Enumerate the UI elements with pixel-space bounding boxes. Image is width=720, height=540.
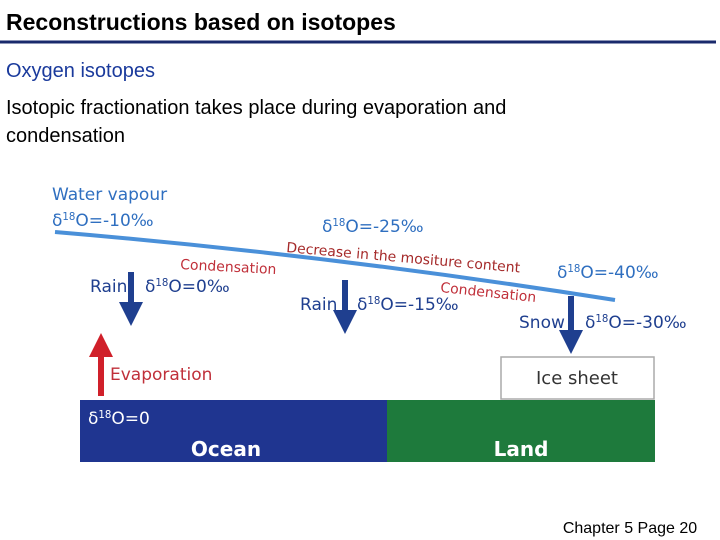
ice-sheet [500,356,655,400]
delta: δ [145,277,155,297]
subtitle: Oxygen isotopes [6,60,155,82]
diagram-label: Ice sheet [536,368,618,389]
mass-number: 18 [367,296,380,307]
value: O=0‰ [168,277,229,297]
delta: δ [557,263,567,283]
value: O=-30‰ [608,313,686,333]
vapour-value: δ18O=-10‰ [52,211,154,231]
mass-number: 18 [332,218,345,229]
snow-value: δ18O=-30‰ [585,313,687,333]
value: O=0 [111,409,149,429]
diagram-label: Rain [300,295,337,315]
diagram-label: Ocean [191,437,261,461]
delta: δ [585,313,595,333]
rain-value: δ18O=-15‰ [357,295,459,315]
vapour-path [54,230,616,302]
title: Reconstructions based on isotopes [6,9,396,35]
vapour-value: δ18O=-40‰ [557,263,659,283]
mass-number: 18 [62,212,75,223]
diagram-label: Water vapour [52,185,167,205]
delta: δ [52,211,62,231]
ocean [80,400,387,462]
footer: Chapter 5 Page 20 [563,520,697,537]
diagram-label: Snow [519,313,565,333]
delta: δ [88,409,98,429]
value: O=-10‰ [75,211,153,231]
land [387,400,655,462]
mass-number: 18 [595,314,608,325]
diagram-label: Land [494,437,549,461]
body-line: condensation [6,125,125,147]
diagram-label: Evaporation [110,365,212,385]
diagram-label: Rain [90,277,127,297]
mass-number: 18 [155,278,168,289]
value: O=-40‰ [580,263,658,283]
vapour-value: δ18O=-25‰ [322,217,424,237]
ocean-value: δ18O=0 [88,409,150,429]
delta: δ [357,295,367,315]
delta: δ [322,217,332,237]
mass-number: 18 [567,264,580,275]
rain-value: δ18O=0‰ [145,277,230,297]
mass-number: 18 [98,410,111,421]
value: O=-15‰ [380,295,458,315]
value: O=-25‰ [345,217,423,237]
diagram-label: Condensation [180,257,277,278]
body-line: Isotopic fractionation takes place durin… [6,97,506,119]
